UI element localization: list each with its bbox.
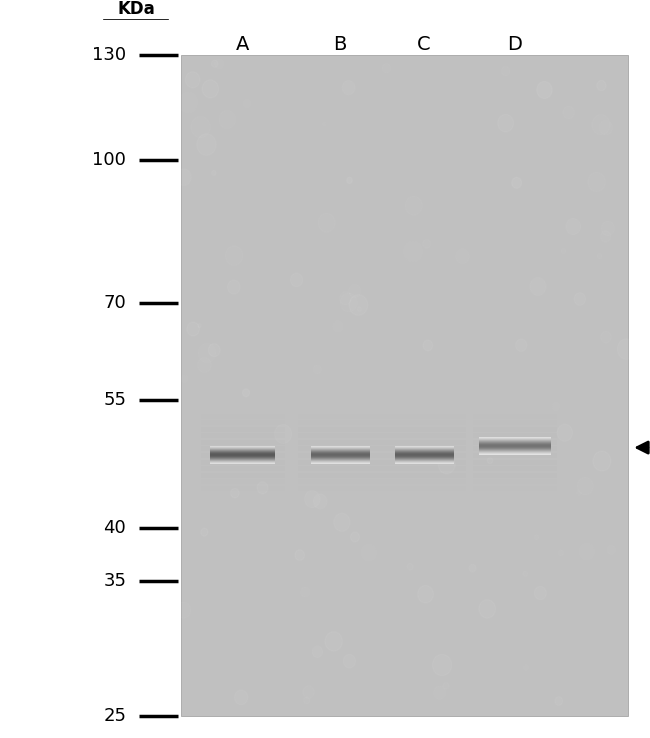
Text: B: B	[333, 35, 346, 54]
Bar	[201, 460, 285, 464]
Bar	[382, 479, 466, 484]
Bar	[201, 427, 285, 432]
Bar	[473, 486, 557, 491]
Bar	[473, 440, 557, 445]
Bar	[298, 460, 382, 464]
Bar	[473, 414, 557, 418]
Bar	[201, 472, 285, 477]
Bar	[298, 466, 382, 471]
Text: C: C	[417, 35, 431, 54]
Bar	[382, 446, 466, 452]
Bar	[298, 440, 382, 445]
Text: 55: 55	[103, 391, 126, 409]
Bar	[473, 460, 557, 464]
Bar	[201, 446, 285, 452]
Text: 70: 70	[103, 294, 126, 312]
Bar	[473, 453, 557, 458]
Bar	[201, 479, 285, 484]
Bar	[473, 446, 557, 452]
Bar	[473, 472, 557, 477]
Bar	[473, 479, 557, 484]
Text: 25: 25	[103, 708, 126, 725]
Bar	[473, 433, 557, 438]
Bar	[382, 466, 466, 471]
Text: 35: 35	[103, 573, 126, 590]
Bar	[201, 486, 285, 491]
Bar	[382, 427, 466, 432]
Bar	[298, 414, 382, 418]
Bar	[382, 453, 466, 458]
Text: A: A	[236, 35, 250, 54]
Bar	[298, 479, 382, 484]
Bar	[382, 433, 466, 438]
Text: 100: 100	[92, 151, 126, 169]
Bar	[298, 446, 382, 452]
Bar	[382, 472, 466, 477]
Bar	[382, 440, 466, 445]
Bar	[382, 486, 466, 491]
Text: KDa: KDa	[117, 0, 155, 18]
Bar	[382, 421, 466, 425]
Text: 130: 130	[92, 46, 126, 64]
Bar	[201, 421, 285, 425]
Bar	[298, 433, 382, 438]
Bar	[201, 414, 285, 418]
Bar	[298, 486, 382, 491]
Bar	[298, 421, 382, 425]
Text: 40: 40	[103, 519, 126, 537]
Bar	[473, 421, 557, 425]
Bar	[298, 427, 382, 432]
Bar	[201, 453, 285, 458]
Bar	[201, 433, 285, 438]
Bar	[181, 55, 628, 717]
Bar	[473, 466, 557, 471]
Bar	[201, 440, 285, 445]
Bar	[382, 414, 466, 418]
Text: D: D	[507, 35, 522, 54]
Bar	[298, 453, 382, 458]
Bar	[382, 460, 466, 464]
Bar	[201, 466, 285, 471]
Bar	[473, 427, 557, 432]
Bar	[298, 472, 382, 477]
